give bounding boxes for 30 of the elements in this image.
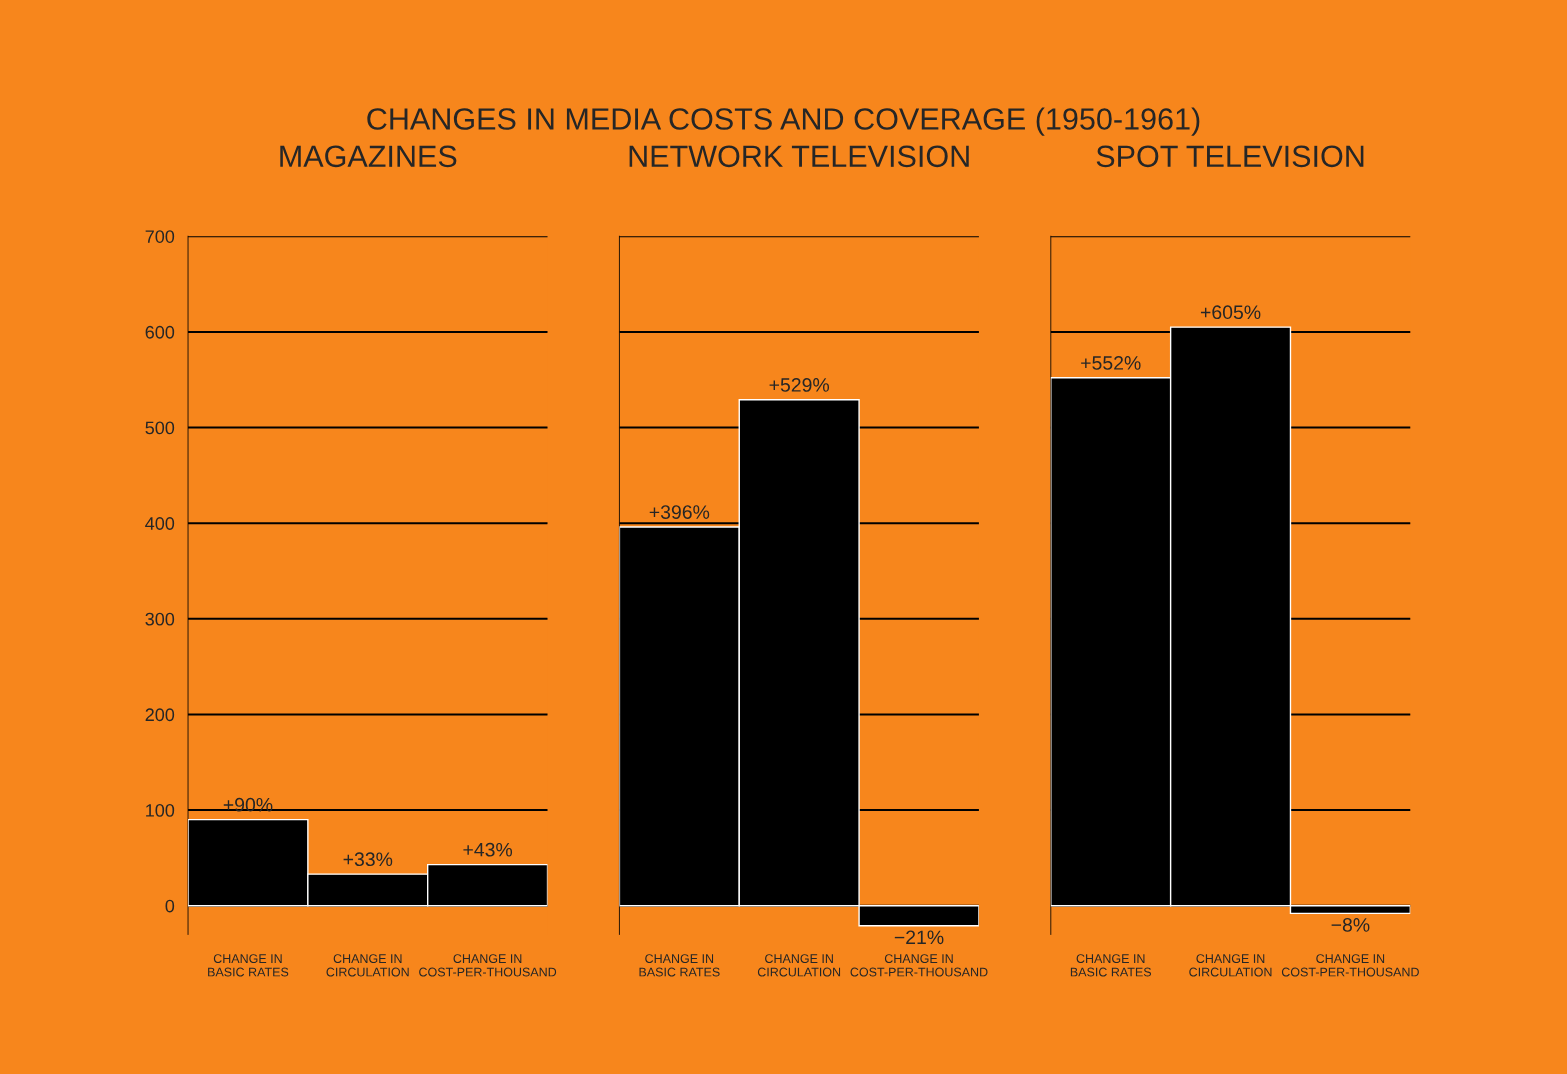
- x-tick-label: CHANGE IN CIRCULATION: [757, 954, 841, 977]
- data-label: +552%: [1081, 356, 1141, 370]
- y-tick-label: 400: [145, 517, 175, 530]
- data-label: +90%: [223, 797, 273, 812]
- data-label: +43%: [463, 842, 513, 857]
- data-label: −21%: [894, 930, 944, 945]
- data-label: +529%: [769, 378, 830, 392]
- x-tick-label: CHANGE IN CIRCULATION: [1189, 954, 1272, 977]
- x-tick-label: CHANGE IN BASIC RATES: [639, 954, 720, 977]
- x-tick-label: CHANGE IN COST-PER-THOUSAND: [1281, 954, 1419, 977]
- y-tick-label: 200: [145, 708, 175, 722]
- y-tick-label: 600: [145, 325, 175, 339]
- data-label: +33%: [343, 852, 393, 867]
- x-tick-label: CHANGE IN COST-PER-THOUSAND: [850, 954, 988, 977]
- chart-subtitle: MAGAZINES: [280, 145, 457, 168]
- data-label: −8%: [1331, 918, 1370, 932]
- y-tick-label: 300: [145, 612, 175, 626]
- y-tick-label: 100: [146, 804, 175, 817]
- x-tick-label: CHANGE IN CIRCULATION: [326, 954, 409, 977]
- data-label: +605%: [1200, 305, 1261, 320]
- x-tick-label: CHANGE IN BASIC RATES: [208, 954, 289, 977]
- chart-subtitle: NETWORK TELEVISION: [629, 145, 969, 168]
- y-tick-label: 500: [145, 421, 175, 435]
- y-tick-label: 700: [145, 230, 175, 243]
- chart-subtitle: SPOT TELEVISION: [1096, 145, 1364, 168]
- x-tick-label: CHANGE IN BASIC RATES: [1070, 954, 1152, 977]
- x-tick-label: CHANGE IN COST-PER-THOUSAND: [419, 954, 557, 977]
- text: CHANGES IN MEDIA COSTS AND COVERAGE (1950-1961): [367, 107, 1200, 136]
- data-label: +396%: [649, 505, 710, 519]
- y-tick-label: 0: [165, 899, 175, 913]
